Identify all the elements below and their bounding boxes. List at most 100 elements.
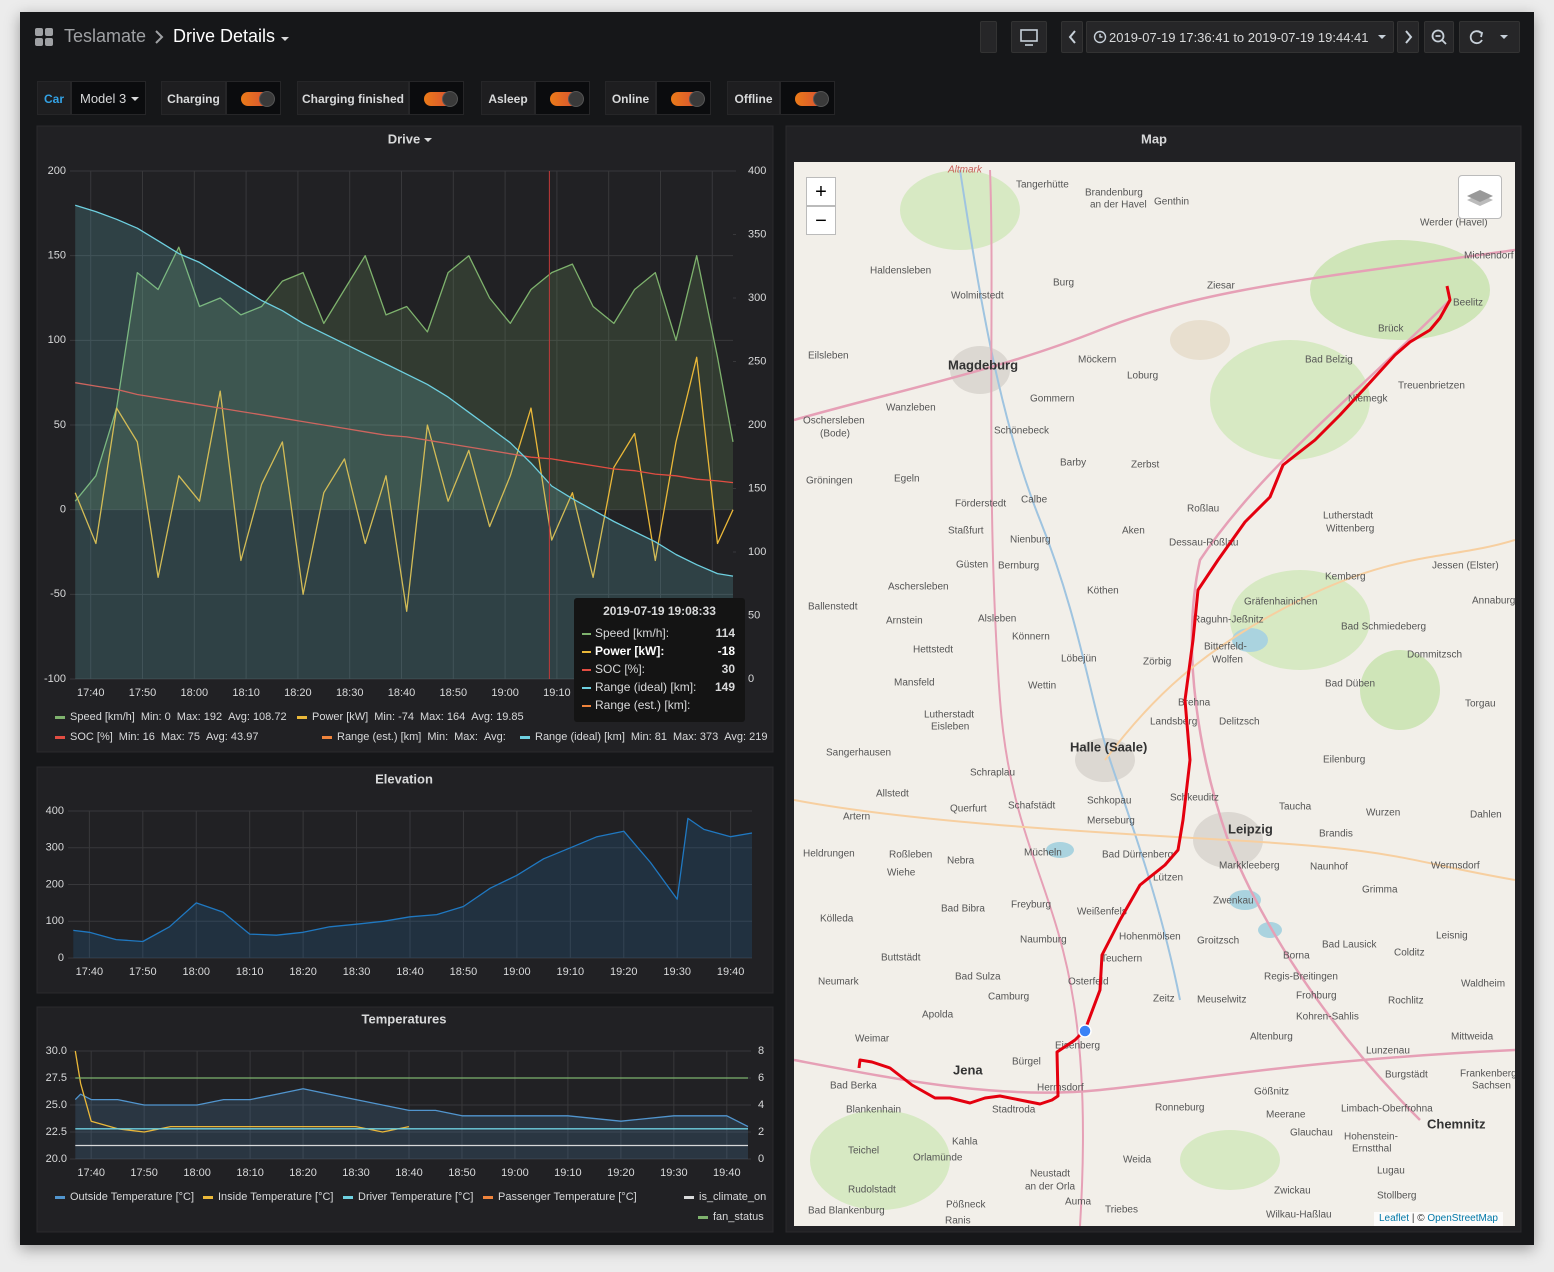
toggle-switch[interactable] bbox=[780, 81, 835, 115]
map-label: Wiehe bbox=[887, 868, 916, 879]
map-label: Auma bbox=[1065, 1197, 1092, 1208]
toggle-switch[interactable] bbox=[535, 81, 590, 115]
x-tick-label: 19:00 bbox=[503, 966, 531, 978]
attribution-link[interactable]: OpenStreetMap bbox=[1427, 1213, 1498, 1224]
map-label: Sangerhausen bbox=[826, 748, 891, 759]
panel-title[interactable]: Drive bbox=[388, 131, 421, 146]
map-label: Bad Blankenburg bbox=[808, 1206, 885, 1217]
map-label: Lutherstadt bbox=[1323, 511, 1373, 522]
grid-icon[interactable] bbox=[35, 28, 55, 48]
toggle-switch[interactable] bbox=[226, 81, 281, 115]
dashboard-caret[interactable] bbox=[280, 35, 290, 43]
series-line bbox=[74, 1050, 410, 1133]
legend-name: Power [kW] bbox=[312, 711, 369, 723]
legend-name: is_climate_on bbox=[699, 1191, 767, 1203]
heath bbox=[1170, 320, 1230, 360]
legend-entry[interactable]: Speed [km/h] Min: 0 Max: 192 Avg: 108.72 bbox=[55, 711, 287, 723]
legend-name: Range (ideal) [km] bbox=[535, 731, 625, 743]
x-tick-label: 18:30 bbox=[343, 966, 371, 978]
panel-title[interactable]: Temperatures bbox=[361, 1011, 446, 1026]
series-area bbox=[75, 247, 733, 510]
caret bbox=[131, 97, 139, 101]
y2-tick-label: 300 bbox=[748, 292, 766, 304]
tooltip-row: Speed [km/h]: 114 bbox=[582, 624, 737, 642]
refresh-button[interactable] bbox=[1459, 21, 1520, 53]
map-label: Ranis bbox=[945, 1216, 971, 1227]
map-label: Querfurt bbox=[950, 804, 987, 815]
button[interactable] bbox=[980, 21, 997, 53]
series-line bbox=[75, 204, 734, 577]
legend-stat-label: Max: bbox=[454, 731, 478, 743]
toggle-switch[interactable] bbox=[656, 81, 711, 115]
legend-entry[interactable]: Passenger Temperature [°C] bbox=[483, 1191, 637, 1203]
map-label: Leipzig bbox=[1228, 821, 1273, 836]
x-tick-label: 19:10 bbox=[554, 1167, 582, 1179]
toggle-switch[interactable] bbox=[409, 81, 464, 115]
legend-stat-value: 19.85 bbox=[496, 711, 524, 723]
x-tick-label: 18:10 bbox=[236, 966, 264, 978]
legend-swatch bbox=[520, 735, 530, 739]
refresh-arrow bbox=[1469, 30, 1483, 45]
map-label: Bad Belzig bbox=[1305, 355, 1353, 366]
forest bbox=[900, 170, 1020, 250]
layers-icon bbox=[1467, 190, 1493, 206]
map-label: Borna bbox=[1283, 951, 1310, 962]
map-label: Altmark bbox=[947, 165, 983, 176]
y2-tick-label: 350 bbox=[748, 228, 766, 240]
tv-mode-button[interactable] bbox=[1011, 21, 1047, 53]
chart: 20.0 22.5 25.0 27.5 30.0 0 2 4 6 8 17:40 17:50 18:00… bbox=[46, 1045, 765, 1179]
legend-swatch bbox=[483, 1195, 493, 1199]
zoom-out-button[interactable] bbox=[1424, 21, 1454, 53]
variable-dropdown[interactable]: Model 3 bbox=[71, 81, 146, 115]
tooltip-row: Power [kW]: -18 bbox=[582, 642, 737, 660]
time-forward-button[interactable] bbox=[1397, 21, 1419, 53]
x-tick-label: 17:40 bbox=[77, 1167, 105, 1179]
time-picker[interactable]: 2019-07-19 17:36:41 to 2019-07-19 19:44:… bbox=[1086, 21, 1394, 53]
breadcrumb-chevron bbox=[155, 30, 164, 44]
panel-menu-caret[interactable] bbox=[424, 138, 432, 142]
legend-entry[interactable]: is_climate_on bbox=[684, 1191, 766, 1203]
toggle-label: Asleep bbox=[481, 81, 535, 115]
map-label: Orlamünde bbox=[913, 1153, 963, 1164]
map-label: Roßlau bbox=[1187, 504, 1219, 515]
map-label: Stadtroda bbox=[992, 1105, 1036, 1116]
attribution-link[interactable]: Leaflet bbox=[1379, 1213, 1410, 1224]
y2-tick-label: 150 bbox=[748, 482, 766, 494]
legend-entry[interactable]: Driver Temperature [°C] bbox=[343, 1191, 473, 1203]
series-line bbox=[74, 1088, 749, 1128]
legend-swatch bbox=[684, 1195, 694, 1199]
chevron bbox=[1068, 30, 1076, 44]
tooltip-row: Range (est.) [km]: bbox=[582, 696, 737, 714]
tooltip-value: 114 bbox=[715, 626, 735, 640]
legend-entry[interactable]: SOC [%] Min: 16 Max: 75 Avg: 43.97 bbox=[55, 731, 258, 743]
dashboard-title[interactable]: Drive Details bbox=[173, 26, 276, 46]
legend-entry[interactable]: Range (ideal) [km] Min: 81 Max: 373 Avg: 21… bbox=[520, 731, 767, 743]
legend-entry[interactable]: Range (est.) [km] Min: Max: Avg: bbox=[322, 731, 506, 743]
motorway bbox=[794, 248, 1515, 422]
variable-label: Car bbox=[37, 81, 71, 115]
app-name[interactable]: Teslamate bbox=[64, 26, 147, 46]
panel-title[interactable]: Map bbox=[1141, 131, 1167, 146]
legend-stat-label: Max: bbox=[160, 731, 185, 743]
drive-route bbox=[857, 285, 1452, 1106]
y-tick-label: 300 bbox=[46, 842, 64, 854]
zoom-in[interactable]: + bbox=[806, 177, 836, 206]
toggle-knob bbox=[568, 91, 584, 107]
legend-swatch bbox=[203, 1195, 213, 1199]
position-marker[interactable] bbox=[1078, 1024, 1092, 1038]
layers-control[interactable] bbox=[1458, 175, 1502, 219]
map-label: Schkeuditz bbox=[1170, 793, 1219, 804]
legend-entry[interactable]: Power [kW] Min: -74 Max: 164 Avg: 19.85 bbox=[297, 711, 524, 723]
map-label: Lützen bbox=[1153, 873, 1183, 884]
panel-title[interactable]: Elevation bbox=[375, 771, 433, 786]
time-back-button[interactable] bbox=[1061, 21, 1083, 53]
tooltip-swatch bbox=[582, 686, 591, 689]
zoom-out[interactable]: − bbox=[806, 206, 836, 235]
legend-entry[interactable]: fan_status bbox=[698, 1211, 764, 1223]
legend-entry[interactable]: Outside Temperature [°C] bbox=[55, 1191, 194, 1203]
legend-stat-label: Avg: bbox=[228, 711, 250, 723]
legend-entry[interactable]: Inside Temperature [°C] bbox=[203, 1191, 333, 1203]
refresh-icon bbox=[1469, 30, 1508, 45]
map-label: Staßfurt bbox=[948, 526, 984, 537]
